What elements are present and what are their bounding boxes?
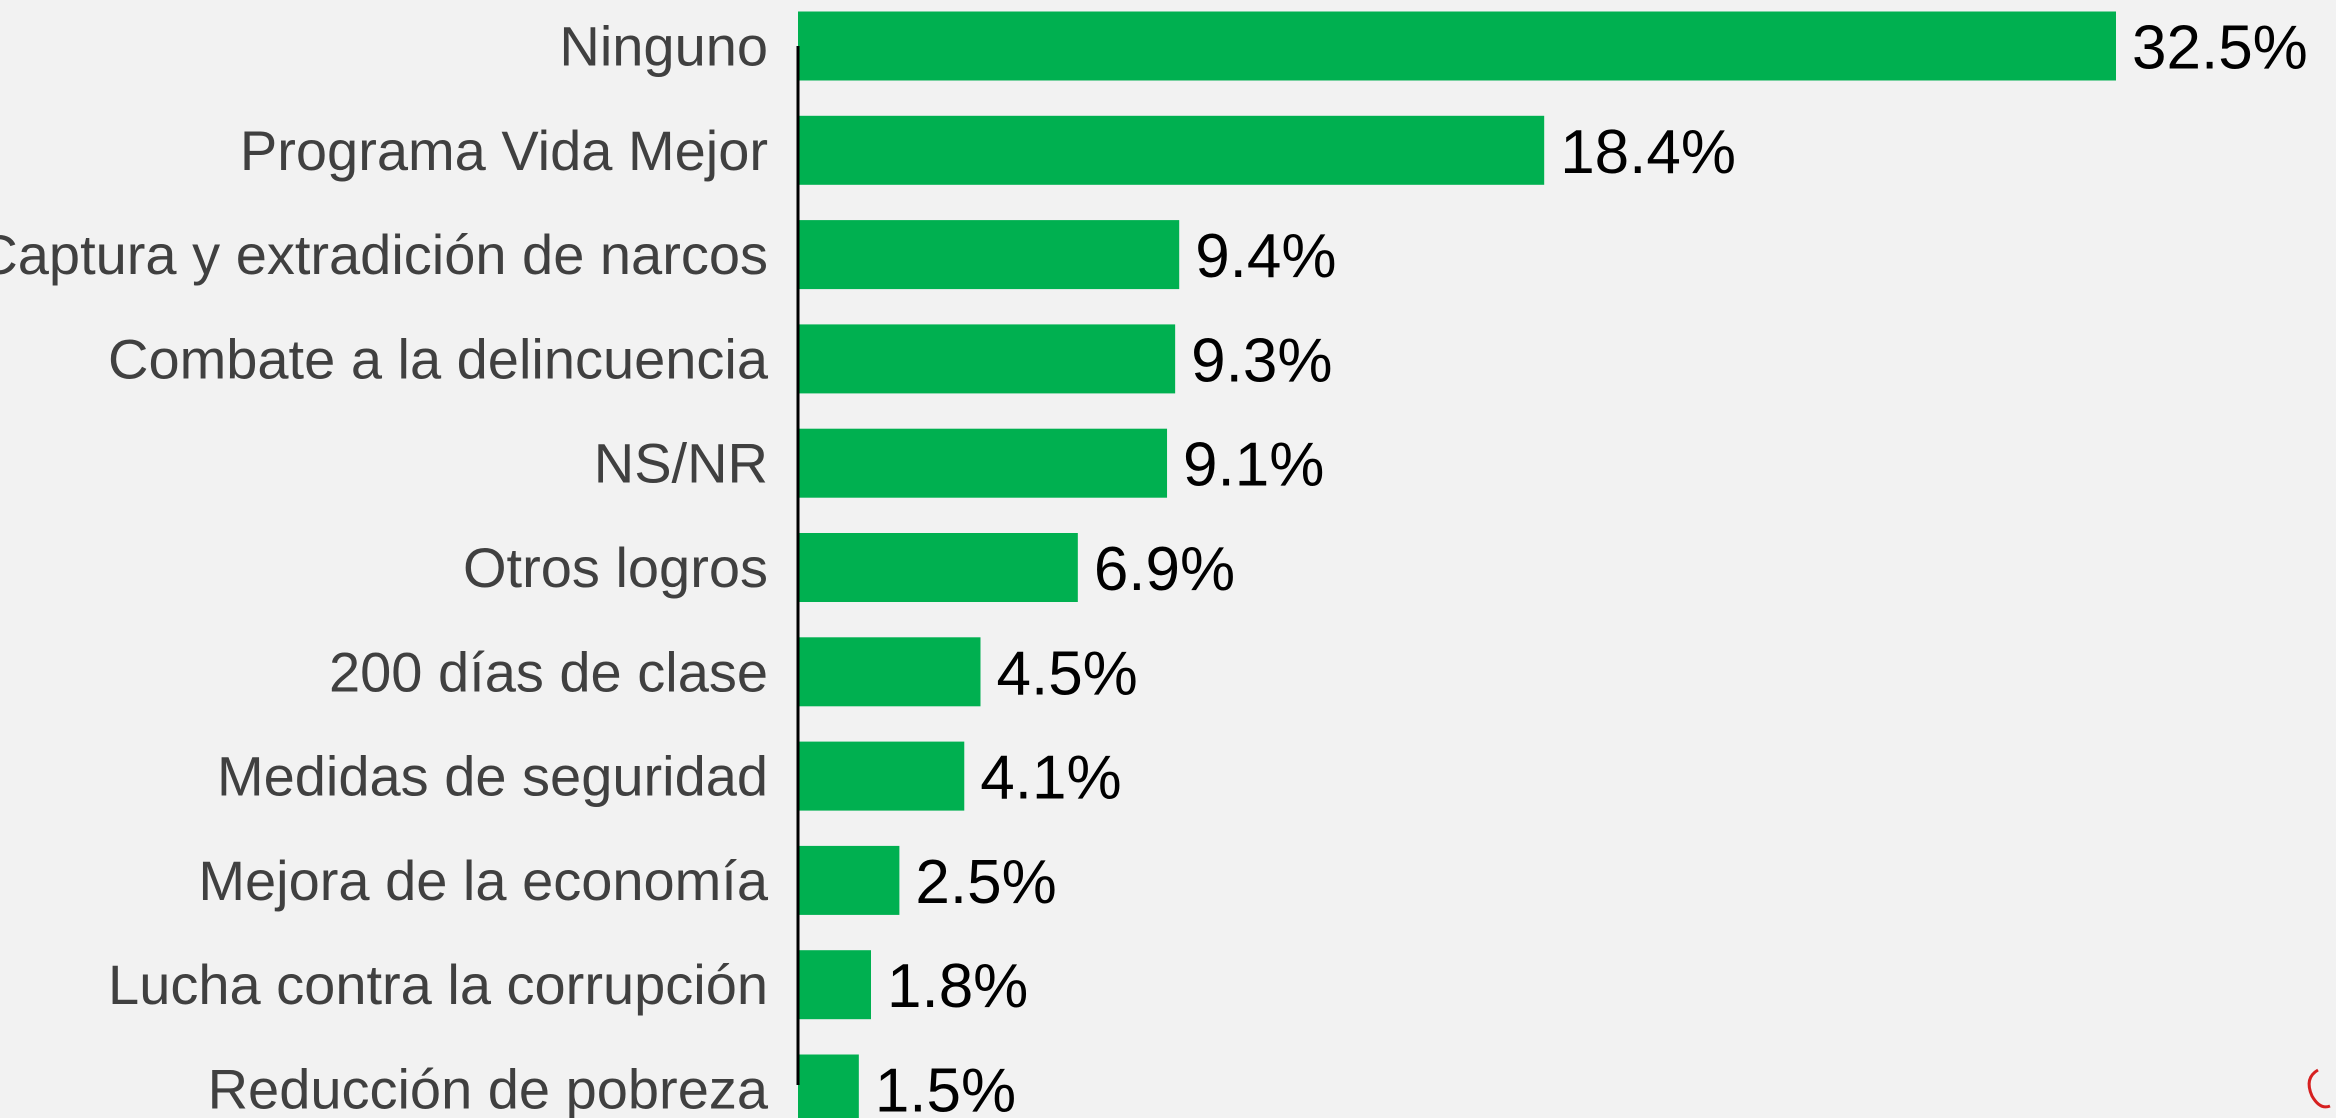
bar: [798, 1054, 859, 1118]
category-label: Mejora de la economía: [198, 849, 769, 912]
value-label: 18.4%: [1560, 118, 1736, 187]
category-label: Ninguno: [559, 15, 768, 78]
category-label: Medidas de seguridad: [217, 745, 768, 808]
value-label: 4.5%: [996, 639, 1137, 708]
value-label: 32.5%: [2132, 14, 2308, 83]
category-label: Reducción de pobreza: [208, 1058, 769, 1118]
value-label: 2.5%: [915, 848, 1056, 917]
bar: [798, 324, 1176, 394]
bar: [798, 533, 1078, 602]
value-label: 1.8%: [887, 952, 1028, 1021]
value-label: 9.4%: [1195, 222, 1336, 291]
category-label: 200 días de clase: [329, 640, 768, 703]
category-label: Otros logros: [463, 536, 768, 599]
value-label: 9.3%: [1191, 326, 1332, 395]
value-label: 9.1%: [1183, 431, 1324, 500]
bar: [798, 950, 871, 1020]
bar: [798, 741, 965, 811]
category-label: Programa Vida Mejor: [240, 119, 768, 182]
bar: [798, 637, 981, 707]
category-label: Combate a la delincuencia: [108, 327, 769, 390]
logo: [2307, 1068, 2331, 1109]
bar: [798, 428, 1168, 498]
category-label: Lucha contra la corrupción: [108, 953, 768, 1016]
bar: [798, 845, 900, 915]
category-label: Captura y extradición de narcos: [0, 223, 768, 286]
bar: [798, 220, 1180, 290]
value-label: 4.1%: [980, 744, 1121, 813]
category-label: NS/NR: [594, 432, 768, 495]
value-label: 1.5%: [875, 1057, 1016, 1118]
bar: [798, 11, 2116, 81]
value-label: 6.9%: [1094, 535, 1235, 604]
bar: [798, 115, 1545, 185]
